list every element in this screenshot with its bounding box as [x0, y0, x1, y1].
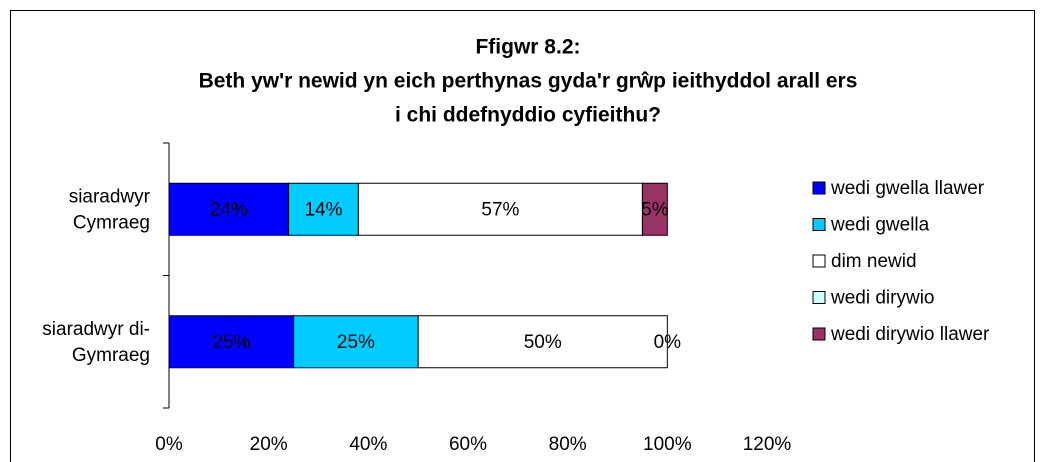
y-tick-label: siaradwyr di-: [42, 319, 150, 340]
bar-segment: [641, 182, 668, 236]
data-label: 25%: [337, 332, 375, 353]
legend-swatch: [812, 254, 826, 268]
data-label: 0%: [654, 332, 682, 353]
legend-swatch: [812, 327, 826, 341]
y-tick-label: siaradwyr: [69, 186, 151, 207]
legend-label: dim newid: [831, 251, 917, 272]
x-tick-label: 60%: [449, 434, 487, 455]
legend-swatch: [812, 218, 826, 231]
legend-label: wedi gwella llawer: [830, 178, 985, 199]
data-label: 14%: [304, 199, 342, 220]
data-label: 5%: [641, 199, 669, 220]
bar-segment: [168, 182, 290, 236]
chart-title: Beth yw'r newid yn eich perthynas gyda'r…: [199, 70, 858, 93]
legend-label: wedi dirywio: [830, 288, 934, 309]
chart-frame: [10, 10, 1035, 462]
legend-label: wedi gwella: [830, 215, 930, 236]
x-tick-label: 80%: [549, 434, 587, 455]
bar-segment: [293, 315, 419, 369]
chart-title: Ffigwr 8.2:: [475, 36, 580, 59]
bar-segment: [288, 182, 359, 236]
x-tick-label: 20%: [250, 434, 288, 455]
x-tick-label: 40%: [349, 434, 387, 455]
x-tick-label: 100%: [643, 434, 692, 455]
x-tick-label: 0%: [155, 434, 183, 455]
bar-segment: [357, 182, 643, 236]
legend-label: wedi dirywio llawer: [830, 324, 990, 345]
chart-title: i chi ddefnyddio cyfieithu?: [395, 104, 661, 127]
bar-segment: [417, 315, 668, 369]
legend-swatch: [812, 291, 826, 304]
x-tick-label: 120%: [743, 434, 792, 455]
data-label: 25%: [212, 332, 250, 353]
data-label: 50%: [524, 332, 562, 353]
legend-swatch: [812, 181, 826, 195]
data-label: 24%: [210, 199, 248, 220]
data-label: 57%: [481, 199, 519, 220]
y-tick-label: Gymraeg: [72, 345, 150, 366]
y-tick-label: Cymraeg: [73, 212, 150, 233]
